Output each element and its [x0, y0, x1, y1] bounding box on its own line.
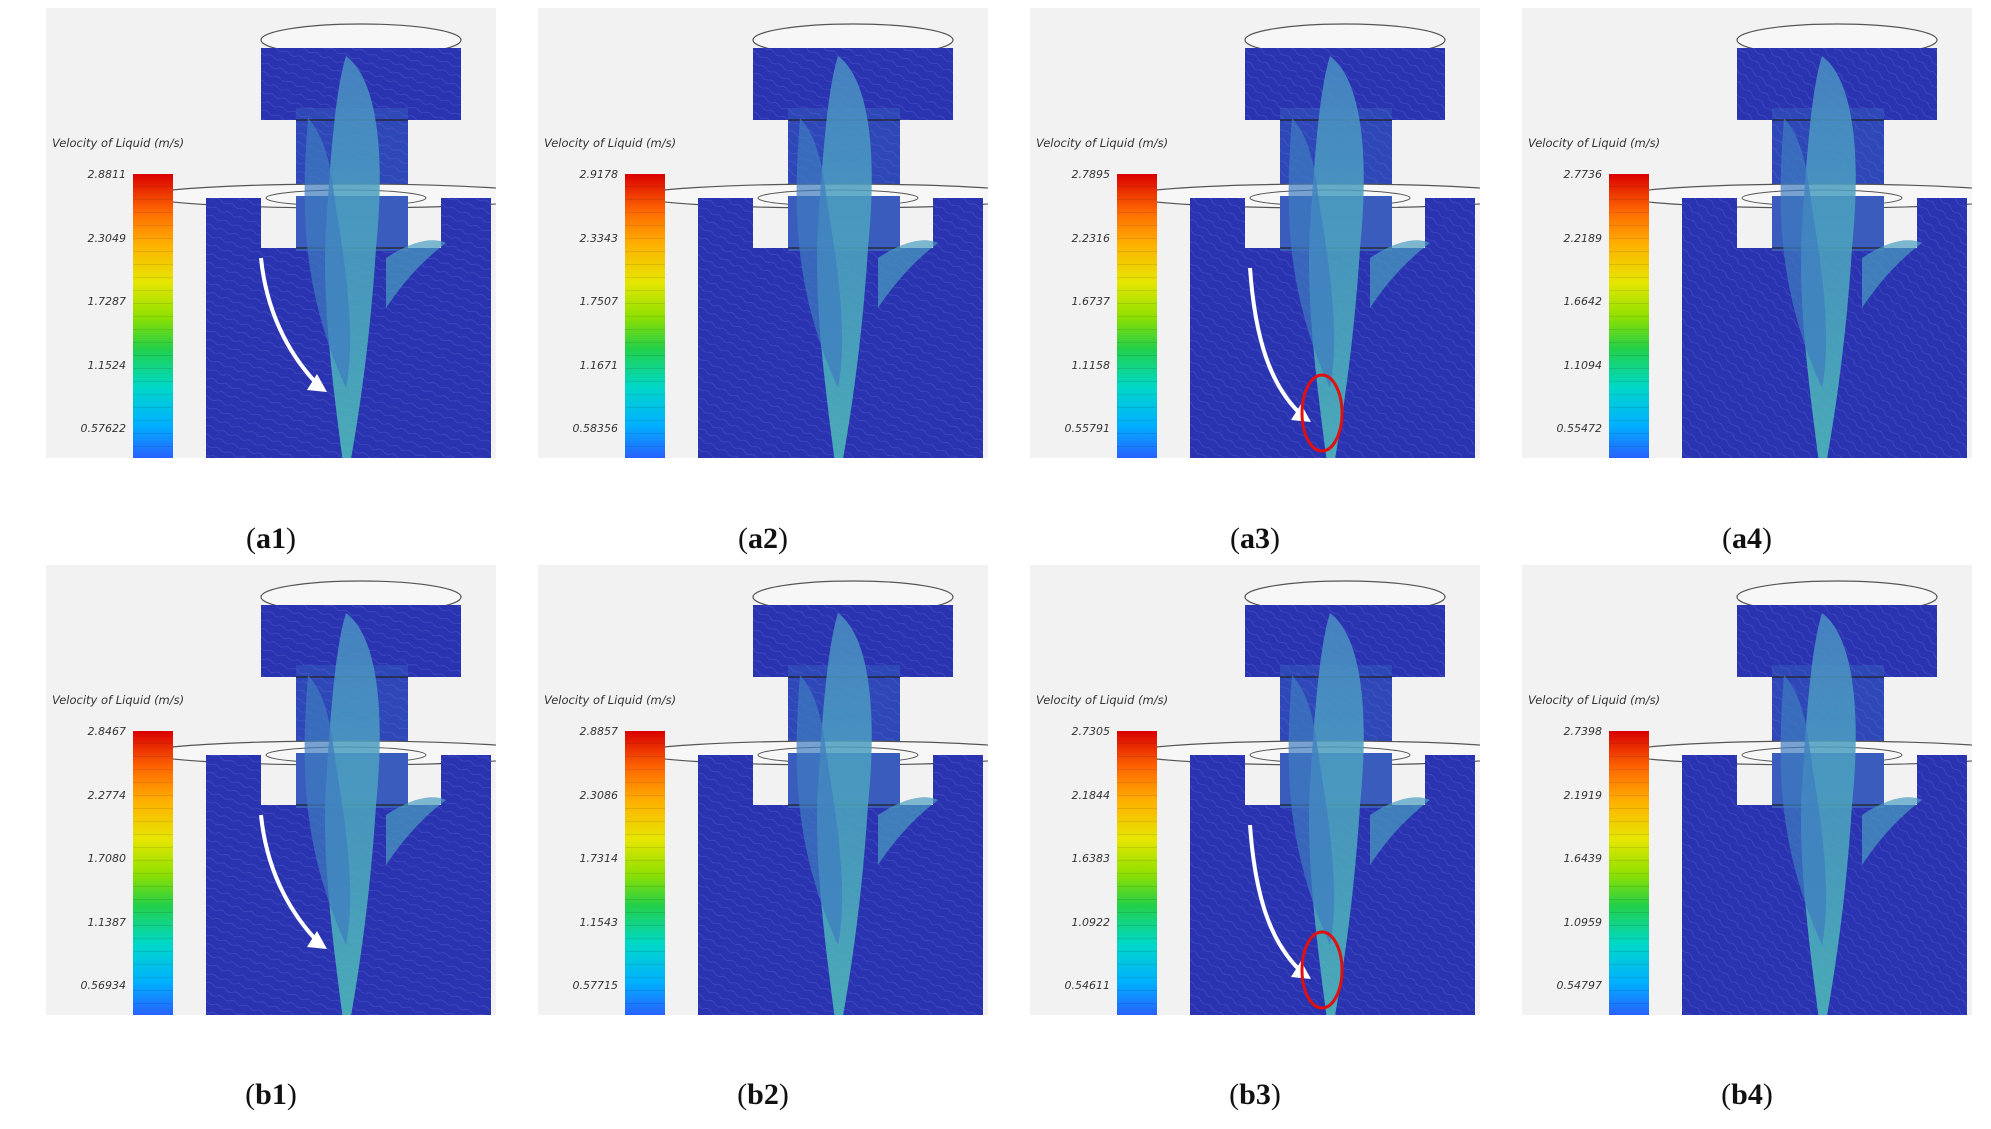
colorbar-tick-label: 1.7080 — [87, 852, 127, 866]
velocity-colorbar — [1609, 174, 1649, 458]
colorbar-tick-label: 2.8857 — [579, 725, 619, 738]
panel-caption: (b2) — [737, 1078, 789, 1111]
colorbar-tick-label: 2.1844 — [1071, 788, 1111, 802]
panel-caption: (b1) — [245, 1078, 297, 1111]
velocity-colorbar — [625, 731, 665, 1015]
colorbar-tick-label: 2.3049 — [87, 231, 127, 245]
colorbar-tick-label: 0.57715 — [572, 979, 619, 993]
colorbar-tick-label: 2.2316 — [1071, 231, 1111, 245]
panel-caption-label: b1 — [255, 1078, 287, 1111]
colorbar-tick-label: 2.8811 — [87, 168, 127, 181]
velocity-colorbar — [1117, 731, 1157, 1015]
velocity-colorbar — [1609, 731, 1649, 1015]
legend-title: Velocity of Liquid (m/s) — [52, 136, 185, 150]
panel-caption: (b3) — [1229, 1078, 1281, 1111]
flow-field-image — [145, 580, 496, 1015]
highlight-ellipse — [1300, 930, 1344, 1010]
panel-b3: Velocity of Liquid (m/s) 2.7305 2.1844 1.63… — [1030, 565, 1480, 1015]
velocity-colorbar — [625, 174, 665, 458]
panel-caption-label: b2 — [747, 1078, 779, 1111]
legend-title: Velocity of Liquid (m/s) — [1528, 693, 1661, 707]
colorbar-tick-label: 2.3086 — [579, 788, 619, 802]
flow-field-image — [145, 23, 496, 458]
velocity-colorbar — [1117, 174, 1157, 458]
panel-a3: Velocity of Liquid (m/s) 2.7895 2.2316 1.67… — [1030, 8, 1480, 458]
panel-a4: Velocity of Liquid (m/s) 2.7736 2.2189 1.66… — [1522, 8, 1972, 458]
colorbar-tick-label: 0.57622 — [80, 422, 127, 436]
colorbar-tick-label: 1.6439 — [1563, 852, 1603, 866]
colorbar-tick-label: 1.1387 — [87, 915, 127, 929]
panel-a2: Velocity of Liquid (m/s) 2.9178 2.3343 1.75… — [538, 8, 988, 458]
panel-b2: Velocity of Liquid (m/s) 2.8857 2.3086 1.73… — [538, 565, 988, 1015]
colorbar-tick-label: 1.6737 — [1071, 295, 1111, 309]
panel-caption: (a4) — [1722, 522, 1772, 555]
colorbar-tick-label: 1.1158 — [1071, 358, 1111, 372]
velocity-colorbar — [133, 731, 173, 1015]
arrow-head-icon — [307, 374, 327, 392]
colorbar-tick-label: 1.7314 — [579, 852, 619, 866]
legend-title: Velocity of Liquid (m/s) — [1528, 136, 1661, 150]
colorbar-tick-label: 1.7287 — [87, 295, 127, 309]
legend-title: Velocity of Liquid (m/s) — [52, 693, 185, 707]
colorbar-tick-label: 1.6383 — [1071, 852, 1111, 866]
flow-direction-arrow — [1248, 824, 1307, 977]
panel-caption-label: a1 — [256, 522, 286, 555]
colorbar-tick-label: 2.7305 — [1071, 725, 1111, 738]
legend-title: Velocity of Liquid (m/s) — [544, 136, 677, 150]
colorbar-tick-label: 2.7895 — [1071, 168, 1111, 181]
velocity-colorbar — [133, 174, 173, 458]
flow-field-image — [1129, 23, 1480, 458]
colorbar-tick-label: 1.1094 — [1563, 358, 1603, 372]
colorbar-tick-label: 2.2774 — [87, 788, 127, 802]
panel-b4: Velocity of Liquid (m/s) 2.7398 2.1919 1.64… — [1522, 565, 1972, 1015]
highlight-ellipse — [1300, 373, 1344, 453]
panel-b1: Velocity of Liquid (m/s) 2.8467 2.2774 1.70… — [46, 565, 496, 1015]
panel-caption-label: b3 — [1239, 1078, 1271, 1111]
colorbar-tick-label: 0.56934 — [80, 979, 127, 993]
panel-caption-label: a2 — [748, 522, 778, 555]
arrow-head-icon — [307, 931, 327, 949]
colorbar-tick-label: 2.8467 — [87, 725, 127, 738]
colorbar-tick-label: 2.7398 — [1563, 725, 1603, 738]
panel-caption-label: a4 — [1732, 522, 1762, 555]
flow-field-image — [637, 580, 988, 1015]
colorbar-tick-label: 2.1919 — [1563, 788, 1603, 802]
panel-caption: (a2) — [738, 522, 788, 555]
flow-direction-arrow — [1248, 267, 1307, 420]
colorbar-tick-label: 1.1671 — [579, 358, 619, 372]
colorbar-tick-label: 2.3343 — [579, 231, 619, 245]
flow-direction-arrow — [259, 257, 323, 390]
colorbar-tick-label: 2.9178 — [579, 168, 619, 181]
colorbar-tick-label: 0.54797 — [1556, 979, 1603, 993]
colorbar-tick-label: 0.54611 — [1064, 979, 1111, 993]
panel-caption-label: b4 — [1731, 1078, 1763, 1111]
flow-direction-arrow — [259, 814, 323, 947]
colorbar-tick-label: 1.7507 — [579, 295, 619, 309]
colorbar-tick-label: 0.58356 — [572, 422, 619, 436]
legend-title: Velocity of Liquid (m/s) — [544, 693, 677, 707]
colorbar-tick-label: 1.1524 — [87, 358, 127, 372]
flow-field-image — [1129, 580, 1480, 1015]
flow-field-image — [1621, 23, 1972, 458]
colorbar-tick-label: 1.0959 — [1563, 915, 1603, 929]
colorbar-tick-label: 1.6642 — [1563, 295, 1603, 309]
colorbar-tick-label: 0.55472 — [1556, 422, 1603, 436]
panel-caption: (b4) — [1721, 1078, 1773, 1111]
panel-caption: (a1) — [246, 522, 296, 555]
panel-a1: Velocity of Liquid (m/s) 2.8811 2.3049 1.72… — [46, 8, 496, 458]
legend-title: Velocity of Liquid (m/s) — [1036, 136, 1169, 150]
legend-title: Velocity of Liquid (m/s) — [1036, 693, 1169, 707]
panel-caption-label: a3 — [1240, 522, 1270, 555]
colorbar-tick-label: 1.1543 — [579, 915, 619, 929]
colorbar-tick-label: 1.0922 — [1071, 915, 1111, 929]
colorbar-tick-label: 0.55791 — [1064, 422, 1111, 436]
panel-caption: (a3) — [1230, 522, 1280, 555]
colorbar-tick-label: 2.2189 — [1563, 231, 1603, 245]
flow-field-image — [1621, 580, 1972, 1015]
colorbar-tick-label: 2.7736 — [1563, 168, 1603, 181]
flow-field-image — [637, 23, 988, 458]
